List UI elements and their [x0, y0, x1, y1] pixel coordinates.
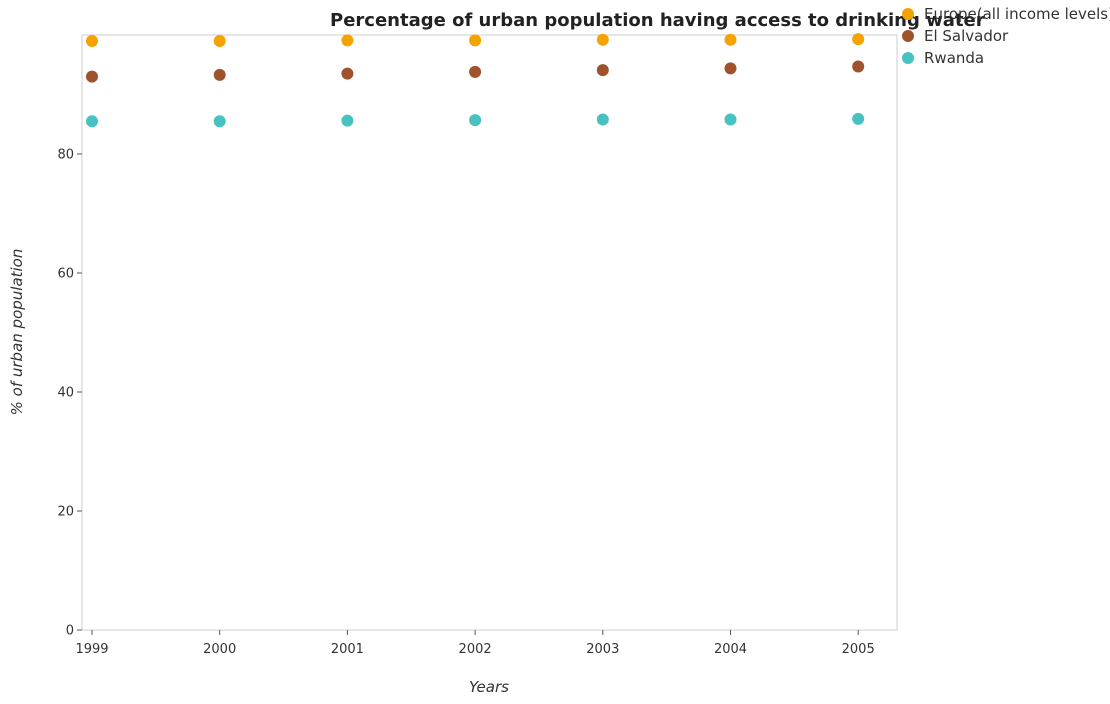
legend: Europe(all income levels) El Salvador Rwan… [902, 5, 1110, 67]
data-point-series-1 [86, 70, 98, 83]
data-point-series-0 [341, 34, 354, 47]
data-point-series-1 [852, 60, 865, 73]
data-point-series-2 [213, 115, 226, 128]
data-point-series-1 [469, 65, 482, 78]
data-point-series-2 [469, 114, 482, 127]
legend-label: El Salvador [924, 27, 1009, 45]
x-tick-label: 2005 [842, 642, 875, 657]
y-axis-ticks: 0 20 40 60 80 [57, 148, 82, 639]
y-tick-label: 60 [57, 267, 74, 282]
data-point-series-1 [724, 62, 737, 75]
data-point-series-0 [86, 34, 98, 47]
data-point-series-2 [86, 115, 98, 128]
data-point-series-1 [341, 67, 354, 80]
data-point-series-2 [341, 114, 354, 127]
data-point-series-0 [724, 33, 737, 46]
x-axis-ticks: 1999 2000 2001 2002 2003 2004 2005 [75, 630, 875, 657]
legend-label: Europe(all income levels) [924, 5, 1110, 23]
y-tick-label: 40 [57, 386, 74, 401]
plot-area [81, 34, 898, 631]
data-point-series-1 [213, 68, 226, 81]
x-axis-title: Years [469, 678, 509, 696]
chart-title: Percentage of urban population having ac… [330, 10, 985, 31]
y-tick-label: 80 [57, 148, 74, 163]
data-point-series-0 [852, 33, 865, 46]
y-tick-label: 20 [57, 505, 74, 520]
x-tick-label: 2001 [331, 642, 364, 657]
data-point-series-2 [852, 112, 865, 125]
legend-label: Rwanda [924, 49, 984, 67]
data-point-series-0 [213, 34, 226, 47]
data-point-series-1 [596, 64, 609, 77]
x-tick-label: 2004 [714, 642, 747, 657]
data-point-series-0 [469, 34, 482, 47]
legend-marker [902, 8, 914, 20]
x-tick-label: 1999 [75, 642, 108, 657]
data-point-series-2 [596, 113, 609, 126]
x-tick-label: 2000 [203, 642, 236, 657]
y-tick-label: 0 [66, 624, 74, 639]
data-point-series-2 [724, 113, 737, 126]
data-point-series-0 [596, 33, 609, 46]
y-axis-title: % of urban population [8, 249, 26, 416]
legend-marker [902, 52, 914, 64]
data-points [86, 33, 865, 128]
x-tick-label: 2002 [459, 642, 492, 657]
legend-marker [902, 30, 914, 42]
x-tick-label: 2003 [586, 642, 619, 657]
